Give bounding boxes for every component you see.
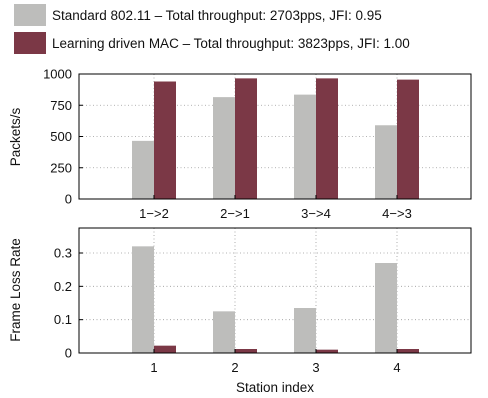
bar-learning-3 <box>316 78 338 199</box>
bar-standard-1 <box>132 246 154 353</box>
x-tick-label: 3−>4 <box>301 206 331 221</box>
x-tick-label: 1−>2 <box>139 206 169 221</box>
throughput-panel: 0 250 500 750 1000 1−>2 2−>1 3−>4 4−>3 Packets/… <box>8 67 472 221</box>
y-tick-label: 500 <box>50 129 72 144</box>
bar-learning-1 <box>154 345 176 353</box>
x-tick-label: 1 <box>150 360 157 375</box>
y-tick-label: 0 <box>65 346 72 361</box>
x-tick-label: 4 <box>393 360 400 375</box>
legend-label-learning: Learning driven MAC – Total throughput: … <box>52 36 410 51</box>
frame-loss-y-ticks: 0 0.1 0.2 0.3 <box>54 246 83 361</box>
frame-loss-axes-frame <box>78 227 472 354</box>
bar-standard-3 <box>294 308 316 353</box>
frame-loss-gridlines <box>79 228 471 353</box>
throughput-y-ticks: 0 250 500 750 1000 <box>43 67 83 207</box>
bar-standard-2 <box>213 97 235 199</box>
bar-learning-2 <box>235 78 257 199</box>
y-tick-label: 750 <box>50 98 72 113</box>
frame-loss-panel: 0 0.1 0.2 0.3 1 2 3 4 Frame Loss Rate Station … <box>8 227 472 395</box>
frame-loss-x-ticks: 1 2 3 4 <box>150 349 401 375</box>
throughput-x-ticks: 1−>2 2−>1 3−>4 4−>3 <box>139 195 412 221</box>
x-tick-label: 2 <box>231 360 238 375</box>
bar-learning-3 <box>316 349 338 353</box>
throughput-bars <box>132 78 419 199</box>
bar-standard-1 <box>132 140 154 199</box>
x-tick-label: 2−>1 <box>220 206 250 221</box>
bar-standard-2 <box>213 311 235 353</box>
throughput-y-axis-label: Packets/s <box>8 107 23 166</box>
y-tick-label: 250 <box>50 160 72 175</box>
frame-loss-bars <box>132 246 419 353</box>
bar-standard-3 <box>294 94 316 199</box>
frame-loss-x-axis-label: Station index <box>236 380 314 395</box>
throughput-gridlines <box>79 74 471 199</box>
legend-swatch-learning <box>14 32 46 54</box>
legend-label-standard: Standard 802.11 – Total throughput: 2703… <box>52 8 382 23</box>
bar-standard-4 <box>375 125 397 199</box>
x-tick-label: 3 <box>312 360 319 375</box>
y-tick-label: 0 <box>65 192 72 207</box>
x-tick-label: 4−>3 <box>382 206 412 221</box>
legend: Standard 802.11 – Total throughput: 2703… <box>14 4 410 54</box>
y-tick-label: 0.3 <box>54 246 72 261</box>
y-tick-label: 0.1 <box>54 312 72 327</box>
bar-learning-2 <box>235 349 257 353</box>
frame-loss-y-axis-label: Frame Loss Rate <box>8 238 23 342</box>
bar-learning-4 <box>397 79 419 199</box>
bar-learning-4 <box>397 349 419 353</box>
bar-learning-1 <box>154 81 176 199</box>
bar-standard-4 <box>375 263 397 353</box>
y-tick-label: 0.2 <box>54 279 72 294</box>
y-tick-label: 1000 <box>43 67 72 82</box>
legend-swatch-standard <box>14 4 46 26</box>
